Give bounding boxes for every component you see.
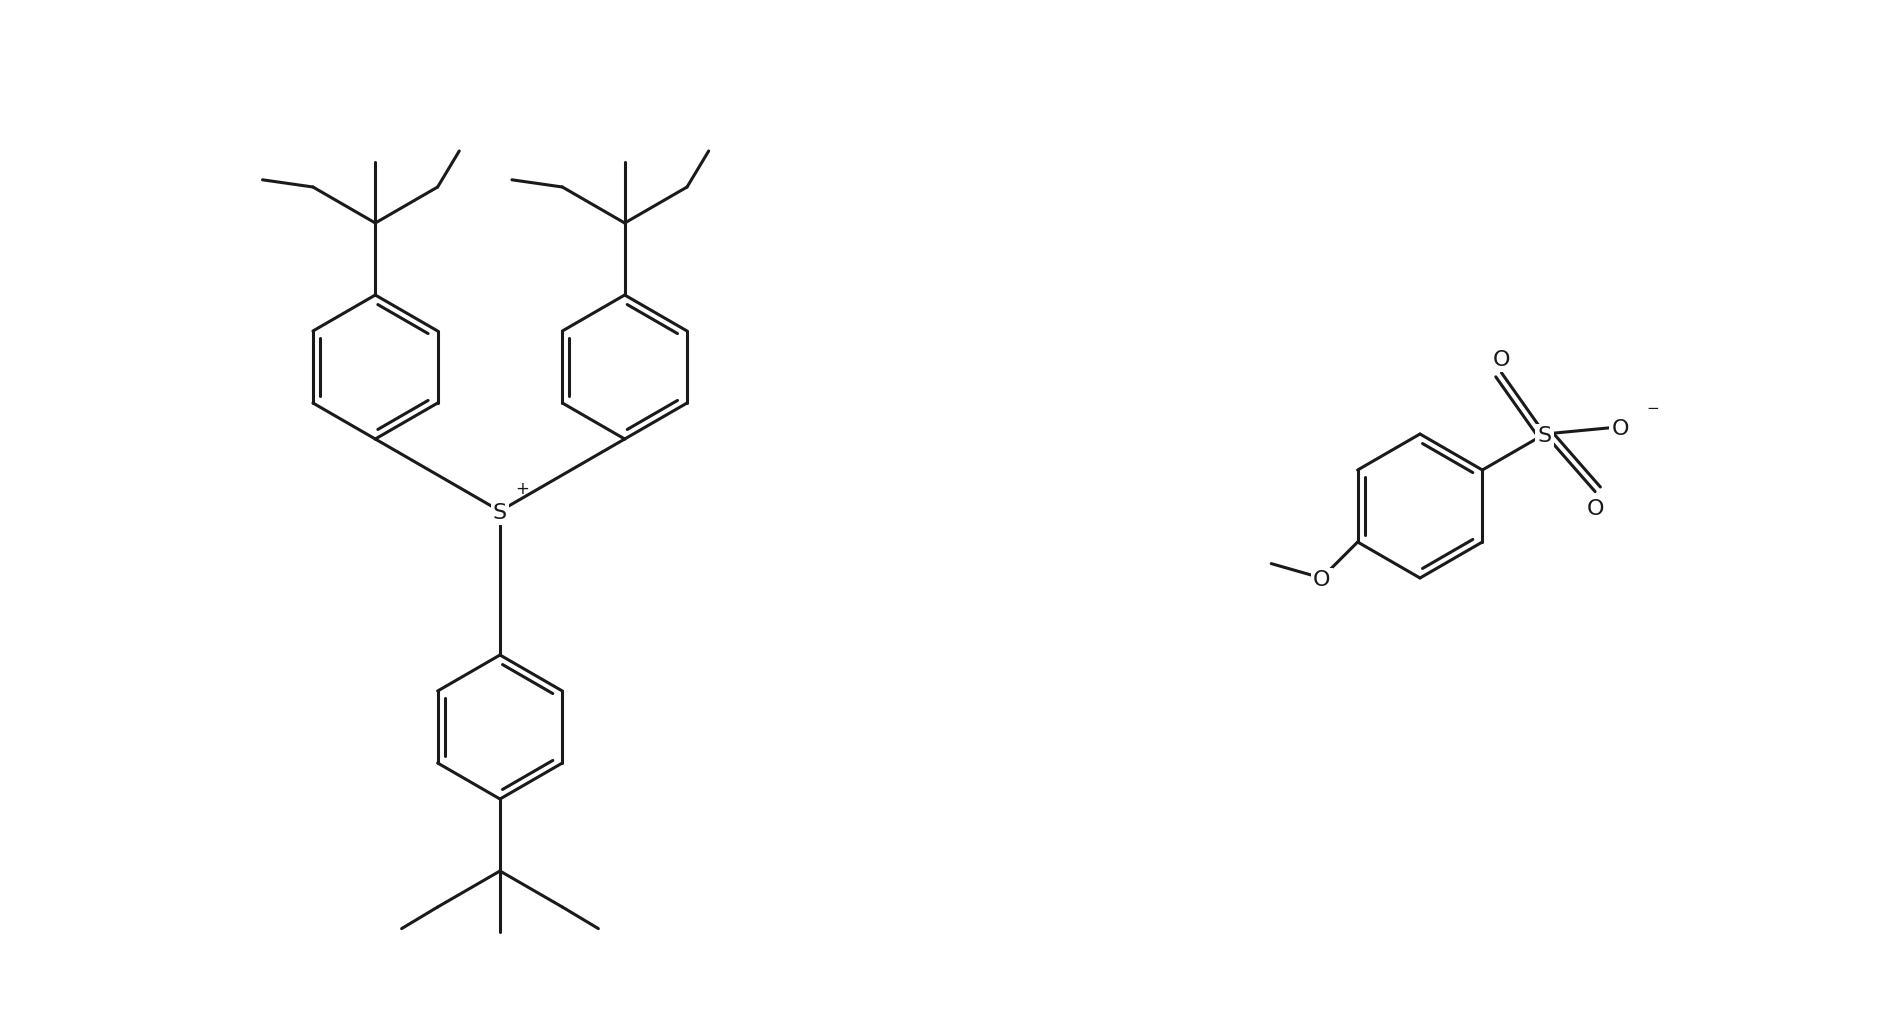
Text: +: + (515, 480, 529, 498)
Text: −: − (1645, 401, 1659, 417)
Text: S: S (1537, 426, 1552, 446)
Text: O: O (1611, 419, 1628, 439)
Text: O: O (1312, 570, 1329, 590)
Text: O: O (1586, 499, 1603, 518)
Text: O: O (1493, 350, 1510, 370)
Text: S: S (493, 503, 508, 523)
